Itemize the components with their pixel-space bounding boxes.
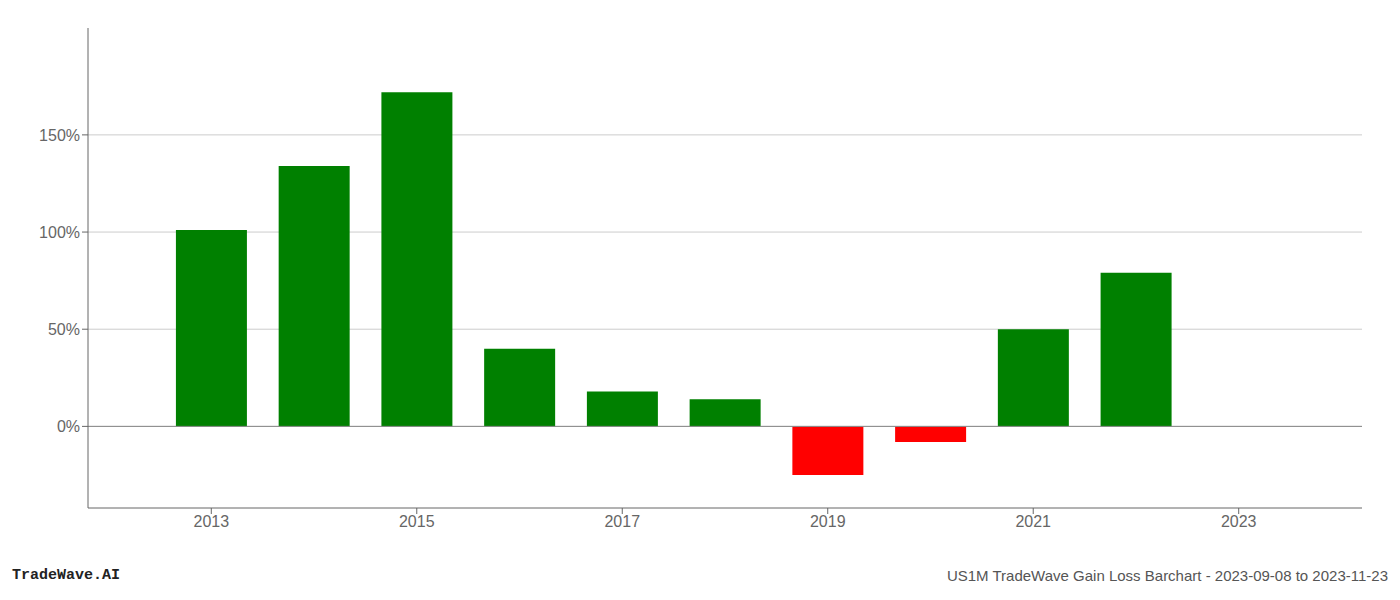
- html-text:US1M TradeWave Gain Loss Barch: US1M TradeWave Gain Loss Barchart - 2023…: [946, 567, 1388, 584]
- svg-text:2023: 2023: [1221, 513, 1257, 530]
- svg-text:2017: 2017: [604, 513, 640, 530]
- svg-text:0%: 0%: [57, 418, 80, 435]
- svg-text:2019: 2019: [810, 513, 846, 530]
- svg-text:2015: 2015: [399, 513, 435, 530]
- html-text:TradeWave.AI: TradeWave.AI: [12, 567, 120, 584]
- svg-text:150%: 150%: [39, 127, 80, 144]
- svg-text:2013: 2013: [193, 513, 229, 530]
- svg-text:100%: 100%: [39, 224, 80, 241]
- svg-text:50%: 50%: [48, 321, 80, 338]
- svg-text:2021: 2021: [1015, 513, 1051, 530]
